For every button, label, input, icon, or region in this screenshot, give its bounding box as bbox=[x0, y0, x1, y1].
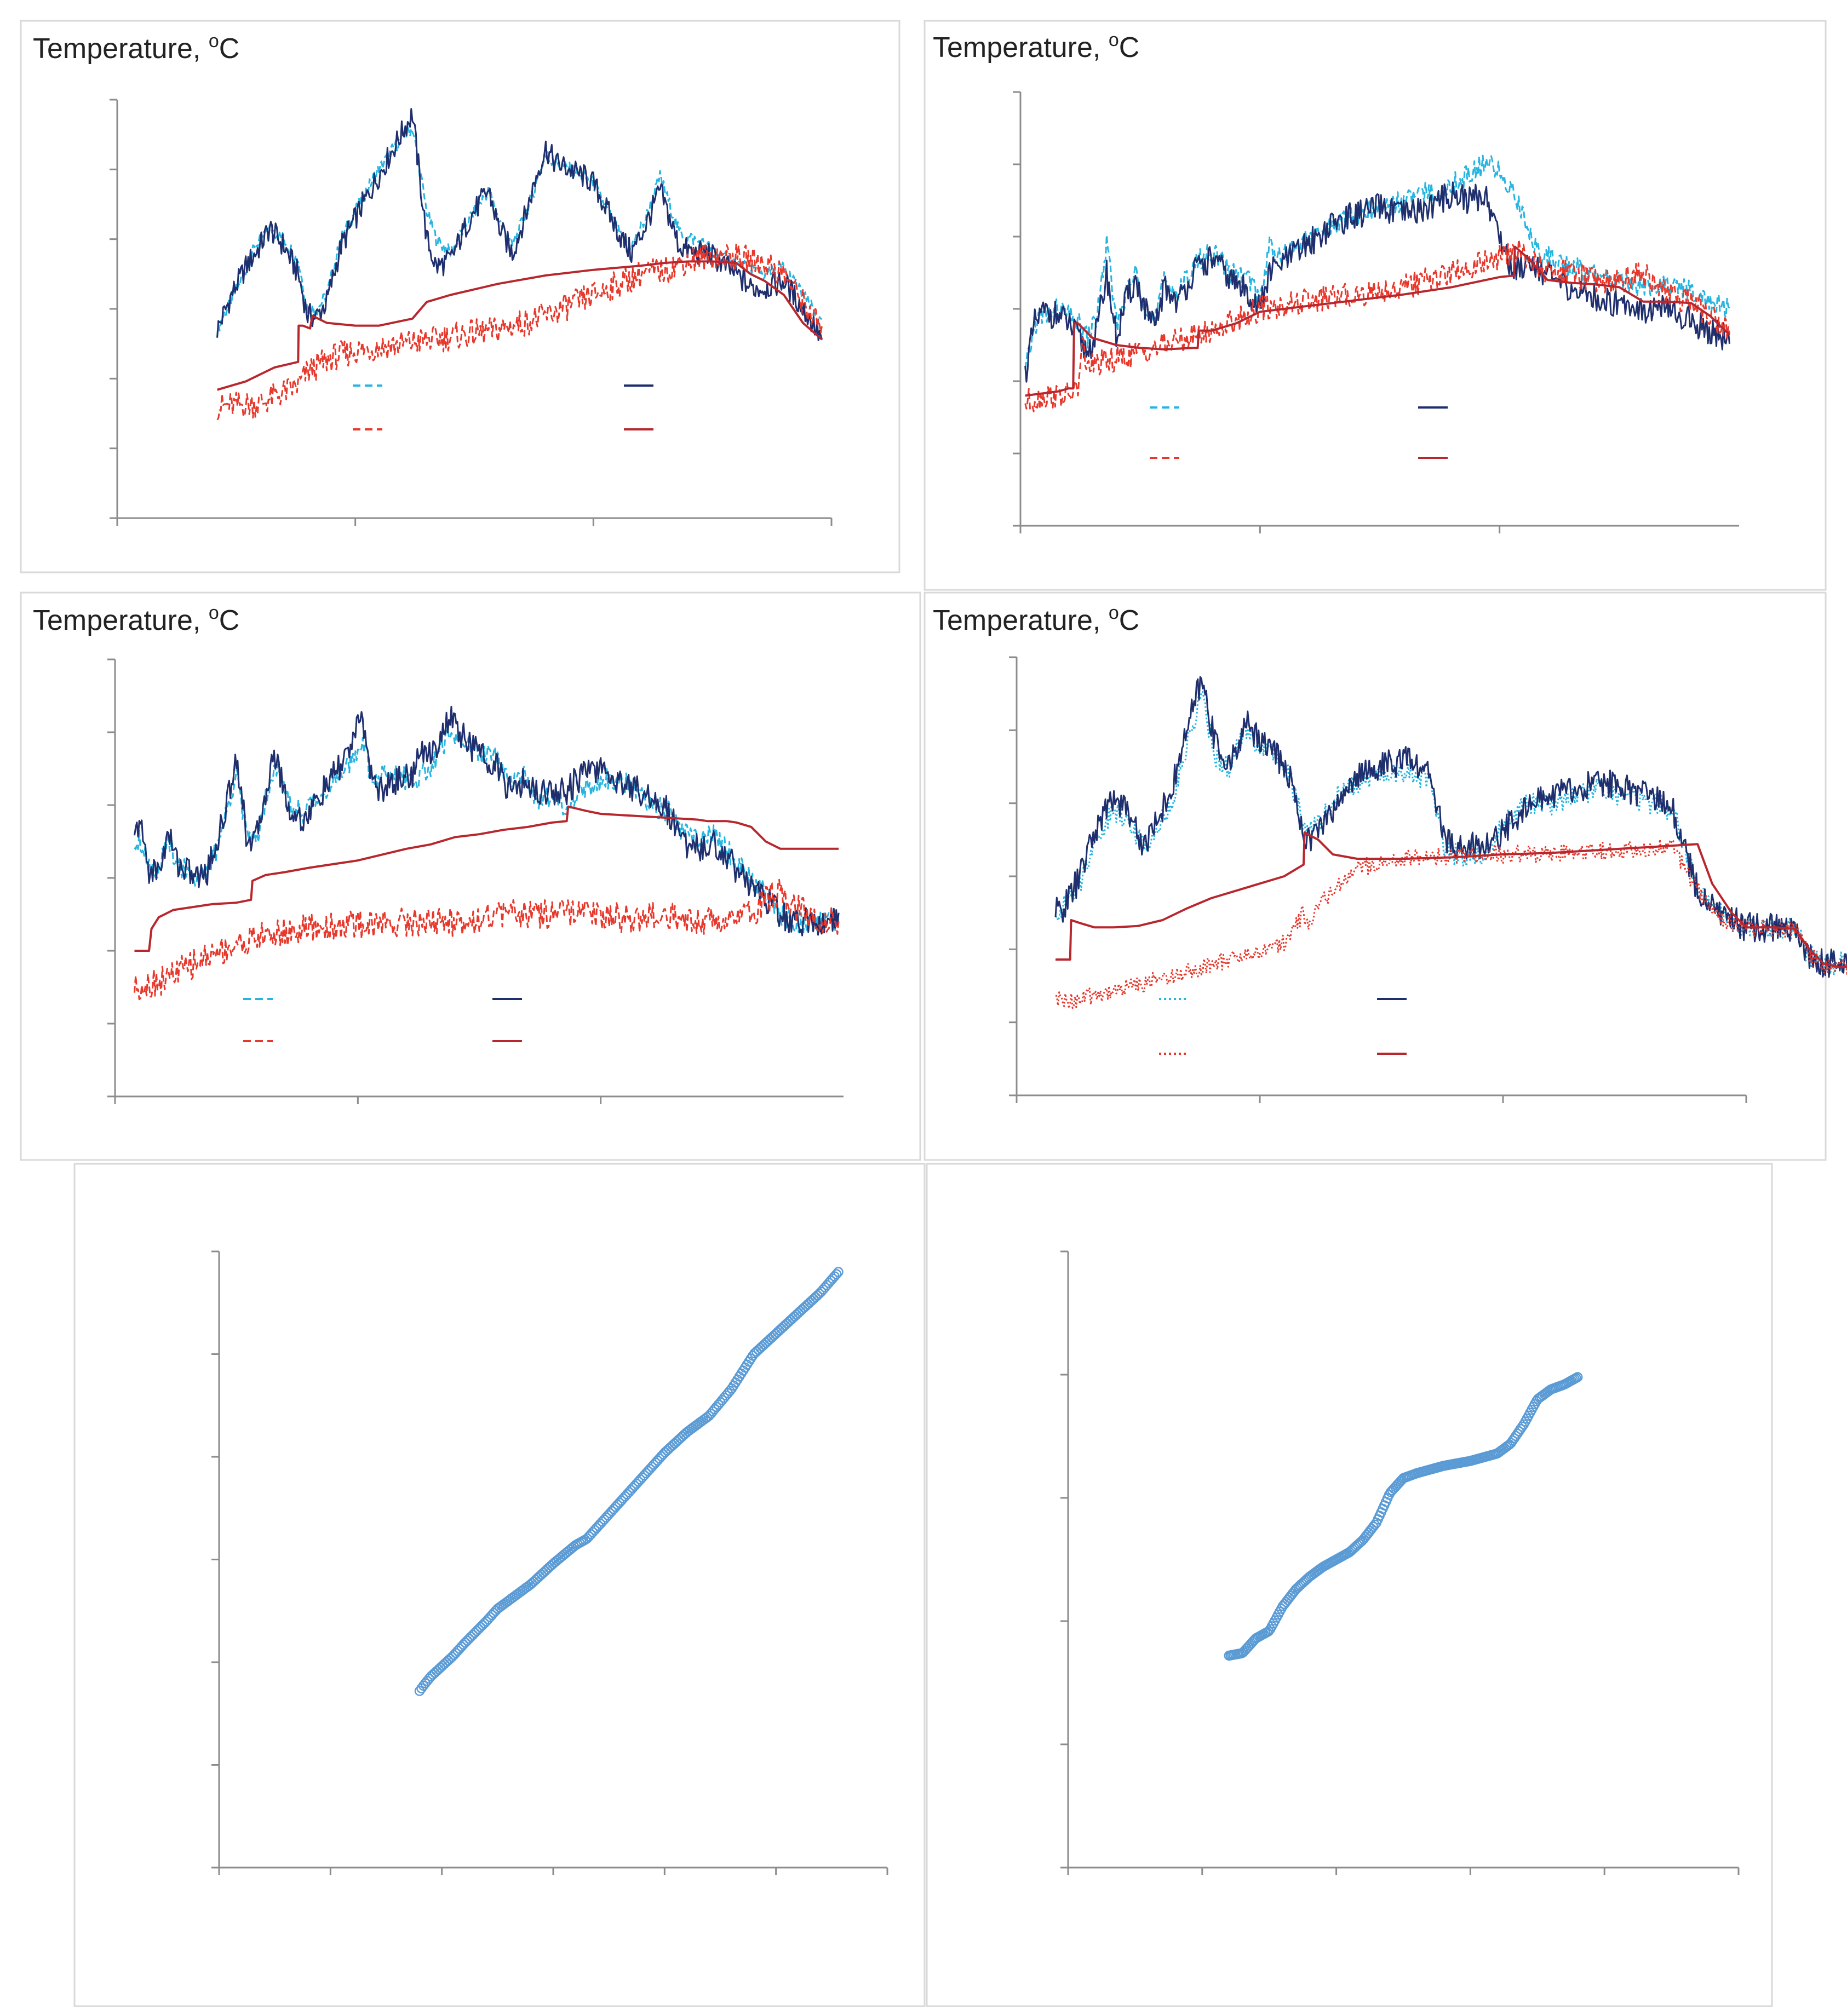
series-line-lake-0-5-m bbox=[1024, 181, 1730, 383]
panel-frame bbox=[20, 20, 900, 573]
series-line-lake-10-m bbox=[217, 260, 823, 391]
series-line-lake-10-m bbox=[134, 805, 839, 952]
qq-point bbox=[1572, 1372, 1583, 1382]
panel-e bbox=[73, 1163, 926, 2007]
series-line-obs-iv-10-m bbox=[134, 878, 840, 1001]
y-axis-label: Temperature, oC bbox=[33, 31, 239, 65]
y-axis-label: Temperature, oC bbox=[33, 602, 239, 636]
panel-frame bbox=[926, 1163, 1773, 2007]
series-line-lake-10-m bbox=[1056, 831, 1847, 968]
panel-frame bbox=[924, 20, 1827, 591]
series-line-lake-0-5-m bbox=[134, 705, 840, 937]
panel-frame bbox=[924, 591, 1827, 1161]
panel-b: Temperature, oC bbox=[924, 20, 1827, 591]
qq-point bbox=[1517, 1421, 1528, 1432]
qq-point bbox=[833, 1267, 844, 1277]
qq-point bbox=[1369, 1519, 1380, 1530]
panel-frame bbox=[73, 1163, 926, 2007]
series-line-obs-iv-10-m bbox=[216, 243, 823, 421]
qq-point bbox=[1263, 1626, 1274, 1636]
panel-d: Temperature, oC bbox=[924, 591, 1847, 1161]
series-line-obs-iv-10-m bbox=[1055, 838, 1847, 1009]
panel-frame bbox=[20, 591, 921, 1161]
panel-a: Temperature, oC bbox=[20, 20, 900, 573]
series-line-lake-0-5-m bbox=[216, 108, 823, 341]
qq-point bbox=[831, 1269, 842, 1279]
panel-f bbox=[926, 1163, 1773, 2007]
series-line-lake-10-m bbox=[1025, 245, 1730, 397]
y-axis-label: Temperature, oC bbox=[933, 30, 1139, 64]
panel-c: Temperature, oC bbox=[20, 591, 921, 1161]
y-axis-label: Temperature, oC bbox=[933, 602, 1139, 636]
